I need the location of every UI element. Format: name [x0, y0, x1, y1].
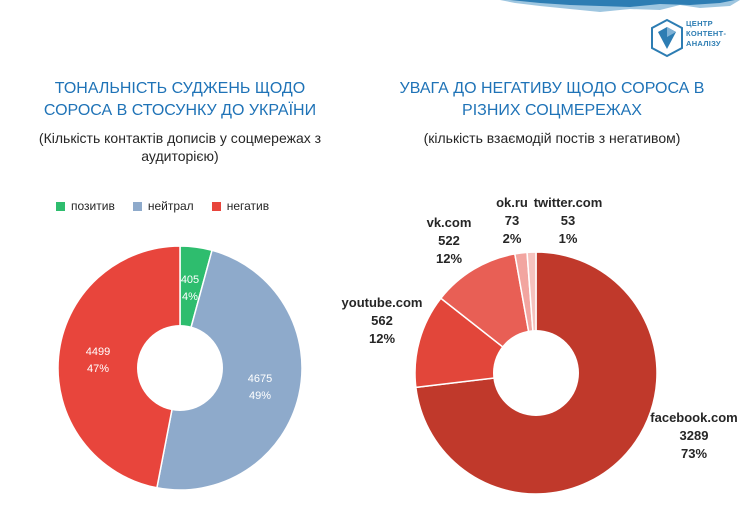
legend-swatch-positive: [56, 201, 65, 211]
slice-label-neutral: 4675 49%: [238, 371, 282, 405]
brand-logo: ЦЕНТР КОНТЕНТ- АНАЛІЗУ: [650, 18, 750, 58]
slice-percent-vk: 12%: [435, 251, 463, 266]
slice-name-vk: vk.com: [426, 215, 472, 230]
logo-line-2: КОНТЕНТ-: [686, 29, 727, 38]
slice-value-negative: 4499: [85, 346, 111, 358]
slice-name-facebook: facebook.com: [650, 410, 738, 425]
header-decoration: [500, 0, 740, 12]
left-chart-legend: позитив нейтрал негатив: [56, 199, 269, 213]
slice-percent-okru: 2%: [502, 231, 522, 246]
slice-label-vk: vk.com 522 12%: [418, 214, 480, 268]
slice-percent-positive: 4%: [182, 291, 198, 303]
logo-emblem-icon: [651, 18, 683, 58]
slice-value-neutral: 4675: [247, 373, 273, 385]
legend-label-neutral: нейтрал: [147, 199, 194, 213]
pie-slice-okru: [513, 251, 537, 374]
slice-percent-twitter: 1%: [558, 231, 578, 246]
slice-percent-youtube: 12%: [368, 331, 396, 346]
legend-item-neutral: нейтрал: [132, 199, 194, 213]
slice-name-okru: ok.ru: [496, 195, 528, 210]
logo-line-3: АНАЛІЗУ: [686, 39, 721, 48]
slice-percent-neutral: 49%: [248, 390, 272, 402]
slice-value-positive: 405: [180, 274, 200, 286]
legend-label-positive: позитив: [71, 199, 115, 213]
right-chart-subtitle: (кількість взаємодій постів з негативом): [423, 130, 681, 146]
legend-swatch-neutral: [132, 201, 142, 211]
slice-label-facebook: facebook.com 3289 73%: [646, 409, 742, 463]
slice-label-twitter: twitter.com 53 1%: [528, 194, 608, 248]
left-chart-subtitle: (Кількість контактів дописів у соцмережа…: [38, 130, 322, 164]
left-chart-title: ТОНАЛЬНІСТЬ СУДЖЕНЬ ЩОДО СОРОСА В СТОСУН…: [43, 80, 317, 119]
slice-value-vk: 522: [438, 233, 460, 248]
slice-percent-negative: 47%: [86, 363, 110, 375]
slice-label-youtube: youtube.com 562 12%: [334, 294, 430, 348]
pie-slice-positive: [179, 245, 213, 369]
header-wave-front: [510, 0, 735, 7]
slice-value-facebook: 3289: [679, 428, 709, 443]
legend-item-negative: негатив: [211, 199, 270, 213]
donut-hole: [137, 325, 223, 411]
right-chart-title: УВАГА ДО НЕГАТИВУ ЩОДО СОРОСА В РІЗНИХ С…: [399, 80, 705, 119]
pie-slice-vk: [439, 252, 538, 375]
legend-label-negative: негатив: [226, 199, 270, 213]
slice-label-positive: 405 4%: [172, 272, 208, 306]
pie-slice-facebook: [415, 251, 658, 495]
legend-swatch-negative: [211, 201, 221, 211]
slice-label-negative: 4499 47%: [76, 344, 120, 378]
slice-value-okru: 73: [504, 213, 520, 228]
logo-text: ЦЕНТР КОНТЕНТ- АНАЛІЗУ: [686, 19, 726, 49]
slice-value-twitter: 53: [560, 213, 576, 228]
pie-slice-youtube: [414, 297, 538, 389]
slice-name-youtube: youtube.com: [341, 295, 423, 310]
logo-line-1: ЦЕНТР: [686, 19, 713, 28]
pie-slice-twitter: [526, 251, 537, 374]
slice-percent-facebook: 73%: [680, 446, 708, 461]
legend-item-positive: позитив: [56, 199, 115, 213]
donut-hole: [493, 330, 579, 416]
slice-name-twitter: twitter.com: [533, 195, 603, 210]
slice-label-okru: ok.ru 73 2%: [490, 194, 534, 248]
slice-value-youtube: 562: [371, 313, 393, 328]
